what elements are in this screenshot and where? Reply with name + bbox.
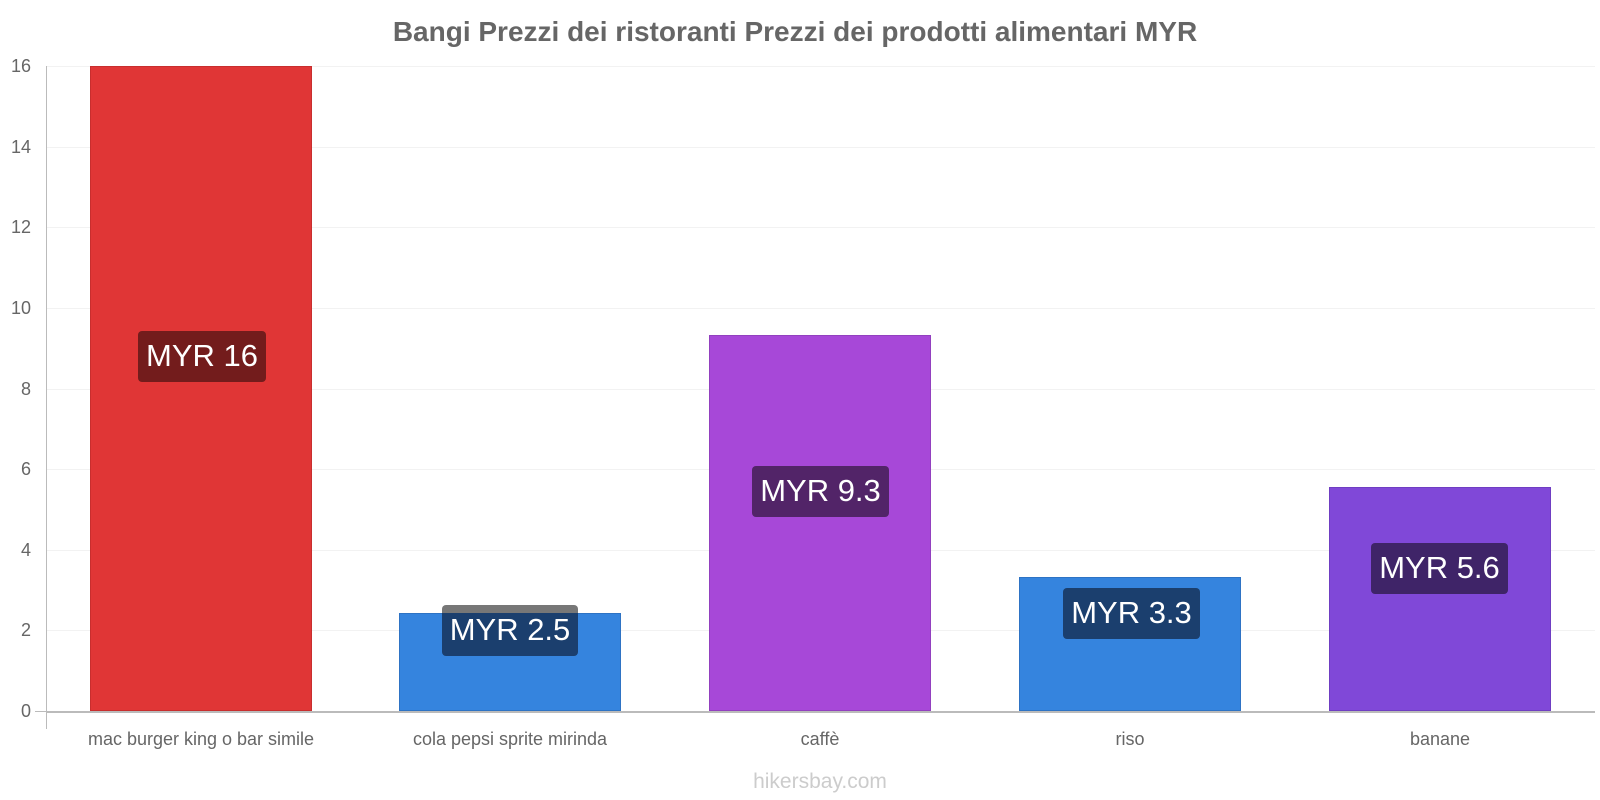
value-label: MYR 9.3 [752, 466, 889, 517]
y-axis [46, 66, 47, 729]
gridline [46, 227, 1595, 228]
watermark: hikersbay.com [753, 770, 887, 793]
y-tick-label: 14 [10, 137, 31, 157]
y-tick-label: 12 [10, 217, 31, 237]
bar-banane[interactable] [1329, 487, 1551, 711]
y-tick-label: 0 [20, 701, 31, 721]
bar-caffe[interactable] [709, 335, 931, 711]
gridline [46, 308, 1595, 309]
gridline [46, 147, 1595, 148]
bar-mac-burger-king[interactable] [90, 66, 312, 711]
y-tick-label: 8 [20, 379, 31, 399]
y-tick-label: 16 [10, 56, 31, 76]
x-category-label: cola pepsi sprite mirinda [412, 729, 608, 749]
value-label: MYR 16 [138, 331, 266, 382]
y-tick-mark [35, 711, 46, 712]
y-tick-label: 10 [10, 298, 31, 318]
value-label: MYR 5.6 [1371, 543, 1508, 594]
x-axis [46, 711, 1595, 713]
chart-title: Bangi Prezzi dei ristoranti Prezzi dei p… [392, 16, 1198, 47]
gridline [46, 66, 1595, 67]
y-tick-label: 6 [20, 459, 31, 479]
x-category-label: mac burger king o bar simile [87, 729, 315, 749]
value-label: MYR 2.5 [442, 605, 578, 656]
x-category-label: riso [1115, 729, 1145, 749]
value-label: MYR 3.3 [1063, 588, 1200, 639]
x-category-label: banane [1409, 729, 1471, 749]
y-tick-label: 4 [20, 540, 31, 560]
y-tick-label: 2 [20, 620, 31, 640]
x-category-label: caffè [800, 729, 840, 749]
